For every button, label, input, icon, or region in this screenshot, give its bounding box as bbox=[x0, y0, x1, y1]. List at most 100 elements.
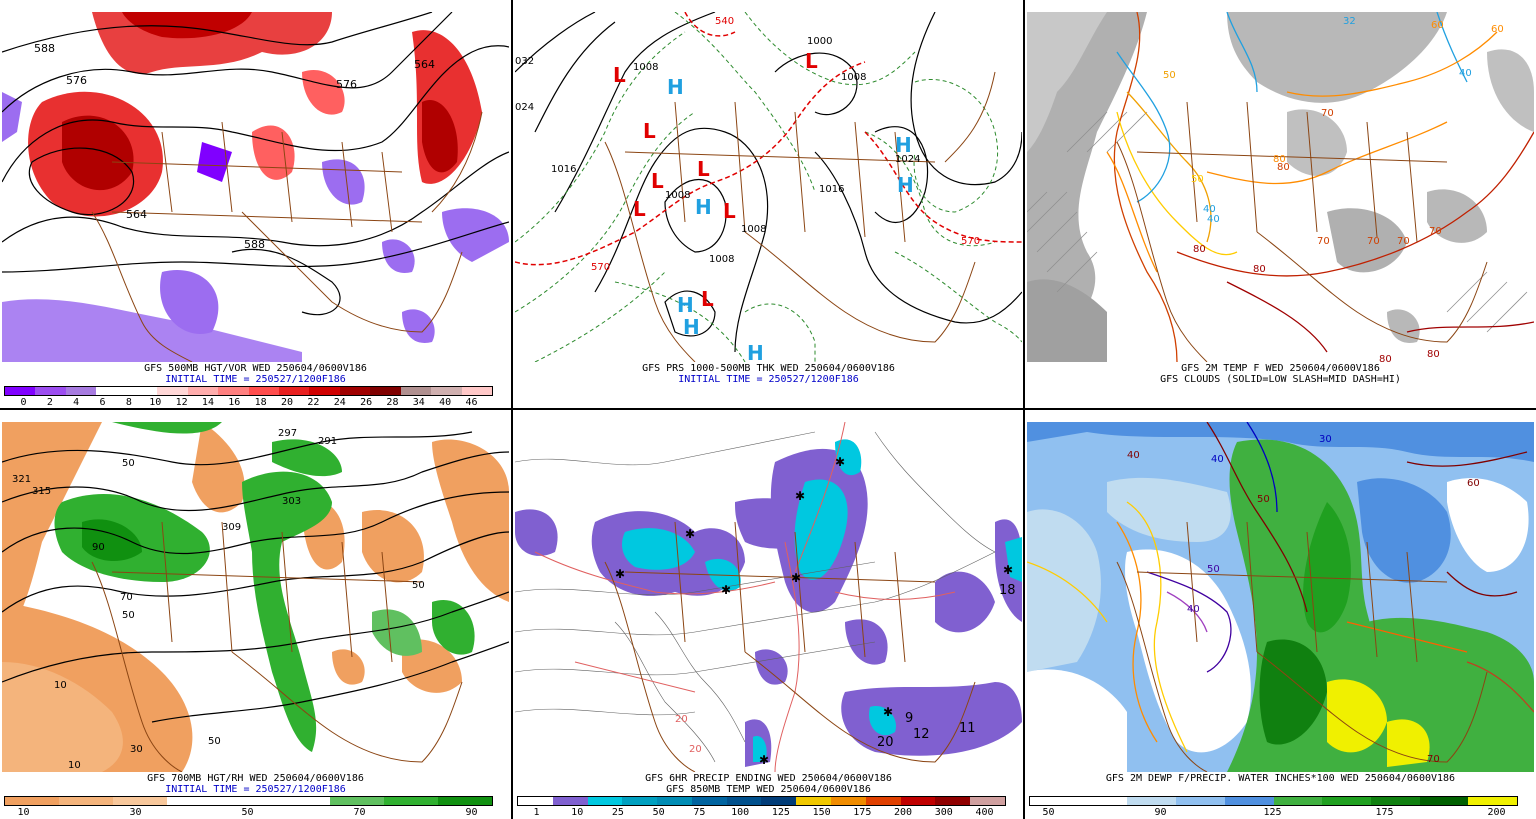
color-bar-tick-label: 70 bbox=[353, 807, 366, 818]
map-label: 50 bbox=[1191, 174, 1204, 185]
panel-700mb-hgt-rh: 321 315 309 303 297 291 50 50 10 10 30 5… bbox=[0, 410, 511, 818]
map-label: 297 bbox=[278, 428, 297, 439]
map-label: 1008 bbox=[709, 254, 734, 265]
color-bar-swatch bbox=[400, 387, 432, 395]
low-pressure-marker: L bbox=[723, 199, 736, 223]
map-label: 60 bbox=[1491, 24, 1504, 35]
color-bar-swatch bbox=[657, 797, 692, 805]
color-bar-tick-label: 16 bbox=[228, 397, 241, 408]
map-label: 576 bbox=[336, 78, 357, 91]
color-bar bbox=[4, 386, 493, 396]
color-bar-swatch bbox=[35, 387, 66, 395]
map-label: 60 bbox=[1467, 478, 1480, 489]
high-pressure-marker: H bbox=[695, 195, 712, 219]
map-label: 291 bbox=[318, 436, 337, 447]
color-bar-tick-label: 200 bbox=[1487, 807, 1506, 818]
map-label: 80 bbox=[1253, 264, 1266, 275]
color-bar-tick-label: 400 bbox=[975, 807, 994, 818]
high-pressure-marker: H bbox=[667, 75, 684, 99]
svg-text:✱: ✱ bbox=[685, 527, 695, 541]
color-bar-tick-label: 46 bbox=[465, 397, 478, 408]
color-bar-swatch bbox=[437, 797, 492, 805]
color-bar-swatch bbox=[96, 387, 127, 395]
low-pressure-marker: L bbox=[701, 287, 714, 311]
color-bar-tick-label: 20 bbox=[281, 397, 294, 408]
color-bar-swatch bbox=[865, 797, 901, 805]
color-bar-tick-label: 150 bbox=[812, 807, 831, 818]
map-prs-thk: 032 024 1016 1008 1008 1000 1008 1016 10… bbox=[515, 12, 1022, 362]
color-bar-swatch bbox=[248, 387, 279, 395]
color-bar-swatch bbox=[187, 387, 219, 395]
color-bar-swatch bbox=[65, 387, 97, 395]
color-bar-swatch bbox=[1030, 797, 1079, 805]
color-bar-tick-label: 10 bbox=[571, 807, 584, 818]
map-label: 9 bbox=[905, 711, 913, 726]
map-label: 20 bbox=[689, 744, 702, 755]
color-bar-tick-label: 175 bbox=[1375, 807, 1394, 818]
map-label: 50 bbox=[412, 580, 425, 591]
map-label: 1008 bbox=[665, 190, 690, 201]
map-label: 10 bbox=[54, 680, 67, 691]
color-bar-swatch bbox=[1176, 797, 1225, 805]
svg-text:✱: ✱ bbox=[1003, 563, 1013, 577]
map-label: 564 bbox=[126, 208, 147, 221]
color-bar-swatch bbox=[1224, 797, 1274, 805]
low-pressure-marker: L bbox=[651, 169, 664, 193]
color-bar-swatch bbox=[761, 797, 797, 805]
color-bar-tick-label: 24 bbox=[333, 397, 346, 408]
color-bar-swatch bbox=[431, 387, 462, 395]
color-bar-swatch bbox=[970, 797, 1005, 805]
map-label: 315 bbox=[32, 486, 51, 497]
color-bar-ticks: 50 90 125 175 200 bbox=[1029, 807, 1516, 818]
color-bar-swatch bbox=[339, 387, 371, 395]
color-bar-swatch bbox=[935, 797, 971, 805]
map-label: 90 bbox=[92, 542, 105, 553]
map-label: 576 bbox=[66, 74, 87, 87]
panel-2m-dewp-pwat: 30 40 40 50 60 70 50 40 GFS 2M DEWP F/PR… bbox=[1025, 410, 1536, 818]
map-label: 50 bbox=[122, 458, 135, 469]
color-bar-swatch bbox=[221, 797, 276, 805]
color-bar-tick-label: 14 bbox=[201, 397, 214, 408]
low-pressure-marker: L bbox=[697, 157, 710, 181]
color-bar-swatch bbox=[726, 797, 762, 805]
map-label: 540 bbox=[715, 16, 734, 27]
color-bar-swatch bbox=[5, 387, 36, 395]
map-label: 588 bbox=[244, 238, 265, 251]
svg-text:✱: ✱ bbox=[759, 753, 769, 767]
map-label: 20 bbox=[675, 714, 688, 725]
color-bar-swatch bbox=[1322, 797, 1371, 805]
map-label: 564 bbox=[414, 58, 435, 71]
panel-2m-temp-clouds: 32 40 40 50 70 70 80 80 80 70 60 60 50 4… bbox=[1025, 0, 1536, 408]
panel-caption-title: GFS PRS 1000-500MB THK WED 250604/0600V1… bbox=[642, 363, 895, 374]
map-label: 1024 bbox=[895, 154, 920, 165]
svg-text:✱: ✱ bbox=[835, 455, 845, 469]
panel-6hr-precip: 18 20 12 9 11 20 20 ✱ ✱ ✱ ✱ ✱ ✱ ✱ bbox=[513, 410, 1024, 818]
high-pressure-marker: H bbox=[747, 341, 764, 362]
map-label: 40 bbox=[1127, 450, 1140, 461]
map-label: 70 bbox=[1427, 754, 1440, 765]
color-bar-swatch bbox=[309, 387, 340, 395]
svg-text:✱: ✱ bbox=[791, 571, 801, 585]
map-label: 40 bbox=[1211, 454, 1224, 465]
low-pressure-marker: L bbox=[613, 63, 626, 87]
color-bar-tick-label: 10 bbox=[149, 397, 162, 408]
map-label: 1008 bbox=[633, 62, 658, 73]
map-label: 20 bbox=[877, 735, 894, 750]
map-label: 70 bbox=[1429, 226, 1442, 237]
color-bar-tick-label: 175 bbox=[853, 807, 872, 818]
color-bar-tick-label: 200 bbox=[894, 807, 913, 818]
map-700mb: 321 315 309 303 297 291 50 50 10 10 30 5… bbox=[2, 422, 509, 772]
map-label: 50 bbox=[1207, 564, 1220, 575]
map-label: 50 bbox=[1163, 70, 1176, 81]
color-bar-tick-label: 4 bbox=[73, 397, 80, 408]
map-label: 40 bbox=[1187, 604, 1200, 615]
color-bar-tick-label: 12 bbox=[175, 397, 188, 408]
color-bar-tick-label: 75 bbox=[693, 807, 706, 818]
map-500mb: 588 576 564 564 576 588 bbox=[2, 12, 509, 362]
panel-caption-title: GFS 500MB HGT/VOR WED 250604/0600V186 bbox=[144, 363, 367, 374]
panel-caption-850temp: GFS 850MB TEMP WED 250604/0600V186 bbox=[666, 784, 871, 795]
map-label: 40 bbox=[1203, 204, 1216, 215]
svg-text:✱: ✱ bbox=[795, 489, 805, 503]
map-label: 40 bbox=[1207, 214, 1220, 225]
